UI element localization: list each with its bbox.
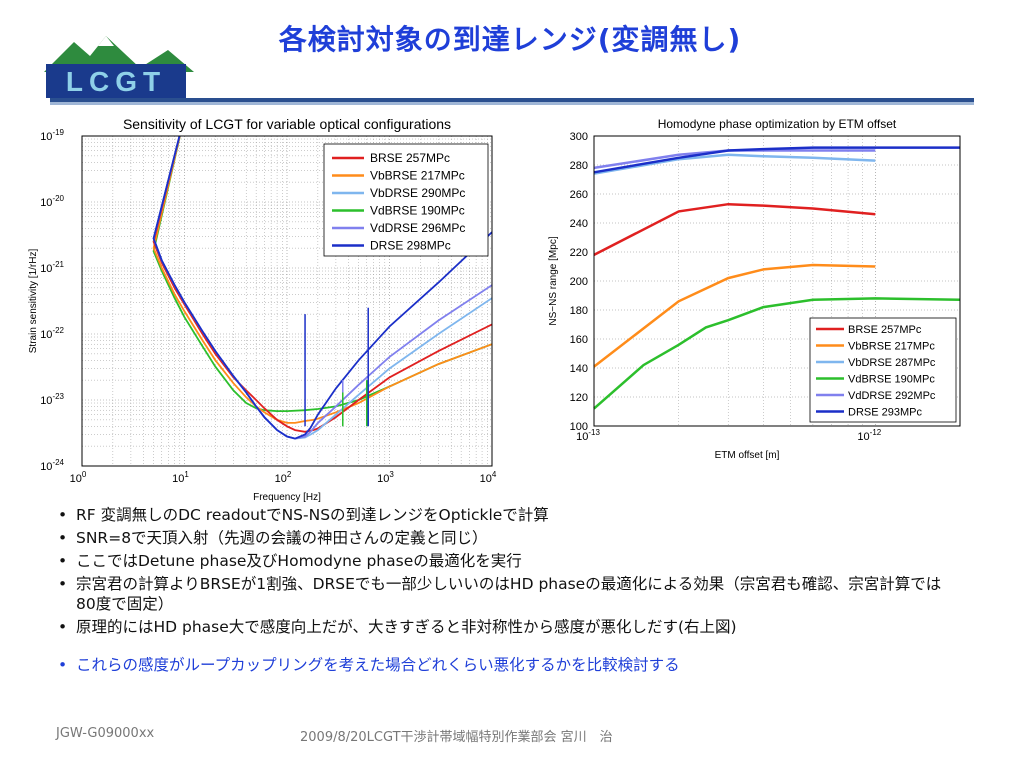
- y-tick-label: 240: [570, 218, 588, 230]
- logo-band: [46, 64, 186, 98]
- series-group: [152, 136, 492, 440]
- bullet-list: RF 変調無しのDC readoutでNS-NSの到達レンジをOptickleで…: [56, 505, 956, 678]
- legend-label: VbDRSE 290MPc: [370, 186, 465, 200]
- series-line-brse: [152, 136, 492, 433]
- bullet-item: RF 変調無しのDC readoutでNS-NSの到達レンジをOptickleで…: [56, 505, 956, 525]
- series-line-vbdrse: [593, 153, 876, 175]
- y-tick-label: 180: [570, 305, 588, 317]
- y-tick-label: 140: [570, 363, 588, 375]
- y-tick-label: 300: [570, 131, 588, 143]
- y-axis-label: Strain sensitivity [1/rHz]: [28, 249, 39, 354]
- homodyne-chart: 100 120 140 160 180 200 220 240 260 280 300 10-13 10…: [548, 117, 961, 461]
- lcgt-logo: LCGT: [44, 28, 194, 100]
- x-tick-label: 10-12: [857, 428, 881, 443]
- y-tick-label: 200: [570, 276, 588, 288]
- y-axis-label: NS−NS range [Mpc]: [548, 236, 559, 325]
- series-line-drse: [593, 146, 960, 174]
- y-tick-label: 10-22: [40, 326, 64, 341]
- title-underline-shadow: [50, 102, 974, 105]
- legend-box: [809, 317, 957, 423]
- y-tick-label: 10-19: [40, 128, 64, 143]
- legend-label: VdDRSE 296MPc: [370, 221, 465, 235]
- y-tick-label: 10-20: [40, 194, 64, 209]
- y-tick-label: 10-24: [40, 458, 64, 473]
- y-tick-label: 10-23: [40, 392, 64, 407]
- bullet-item-highlight: これらの感度がループカップリングを考えた場合どれくらい悪化するかを比較検討する: [56, 655, 956, 675]
- footer-doc-id: JGW-G09000xx: [56, 726, 155, 741]
- legend-label: BRSE 257MPc: [370, 151, 450, 165]
- chart-legend: BRSE 257MPc VbBRSE 217MPc VbDRSE 290MPc VdB…: [323, 143, 489, 257]
- legend-label: VdBRSE 190MPc: [370, 204, 465, 218]
- title-underline: [50, 98, 974, 102]
- chart-legend: BRSE 257MPc VbBRSE 217MPc VbDRSE 287MPc VdB…: [809, 317, 957, 423]
- y-tick-label: 160: [570, 334, 588, 346]
- legend-label: VdBRSE 190MPc: [848, 374, 935, 386]
- bullet-item: 原理的にはHD phase大で感度向上だが、大きすぎると非対称性から感度が悪化し…: [56, 617, 956, 637]
- y-tick-label: 120: [570, 392, 588, 404]
- bullet-item: ここではDetune phase及びHomodyne phaseの最適化を実行: [56, 551, 956, 571]
- mountain-shape: [44, 36, 194, 72]
- x-tick-label: 100: [70, 470, 87, 485]
- chart-title: Homodyne phase optimization by ETM offse…: [658, 117, 897, 131]
- plot-frame: [593, 135, 961, 427]
- legend-label: VbBRSE 217MPc: [370, 169, 465, 183]
- snow-cap: [98, 36, 114, 46]
- logo-text: LCGT: [66, 66, 166, 97]
- y-tick-label: 280: [570, 160, 588, 172]
- bullet-item: 宗宮君の計算よりBRSEが1割強、DRSEでも一部少しいいのはHD phaseの…: [56, 574, 956, 614]
- x-tick-label: 10-13: [576, 428, 600, 443]
- x-tick-label: 104: [480, 470, 497, 485]
- legend-box: [323, 143, 489, 257]
- x-tick-label: 102: [275, 470, 292, 485]
- footer-date-author: 2009/8/20LCGT干渉計帯域幅特別作業部会 宮川 治: [300, 730, 613, 745]
- sensitivity-chart: 100 101 102 103 104 10-24 10-23 10-22 10-21 10-20…: [28, 116, 497, 503]
- x-tick-label: 101: [172, 470, 189, 485]
- slide-title: 各検討対象の到達レンジ(変調無し): [278, 23, 742, 56]
- x-tick-label: 103: [377, 470, 394, 485]
- plot-area: 100 120 140 160 180 200 220 240 260 280 300 10-13 10…: [548, 117, 961, 461]
- chart-title: Sensitivity of LCGT for variable optical…: [123, 116, 451, 132]
- legend-label: VbBRSE 217MPc: [848, 341, 935, 353]
- series-line-drse: [152, 136, 492, 440]
- y-tick-label: 260: [570, 189, 588, 201]
- legend-label: DRSE 293MPc: [848, 407, 922, 419]
- bullet-item: SNR=8で天頂入射（先週の会議の神田さんの定義と同じ）: [56, 528, 956, 548]
- y-tick-label: 100: [570, 421, 588, 433]
- x-axis-label: ETM offset [m]: [715, 450, 780, 461]
- legend-label: VdDRSE 292MPc: [848, 390, 936, 402]
- series-line-brse: [593, 202, 876, 257]
- y-tick-label: 220: [570, 247, 588, 259]
- legend-label: BRSE 257MPc: [848, 324, 922, 336]
- plot-area: 100 101 102 103 104 10-24 10-23 10-22 10-21 10-20…: [28, 116, 497, 503]
- legend-label: VbDRSE 287MPc: [848, 357, 936, 369]
- y-tick-label: 10-21: [40, 260, 64, 275]
- series-line-vdbrse: [593, 297, 961, 410]
- plot-frame: [81, 135, 493, 467]
- legend-label: DRSE 298MPc: [370, 239, 451, 253]
- series-line-vbbrse: [593, 263, 876, 368]
- x-axis-label: Frequency [Hz]: [253, 492, 321, 503]
